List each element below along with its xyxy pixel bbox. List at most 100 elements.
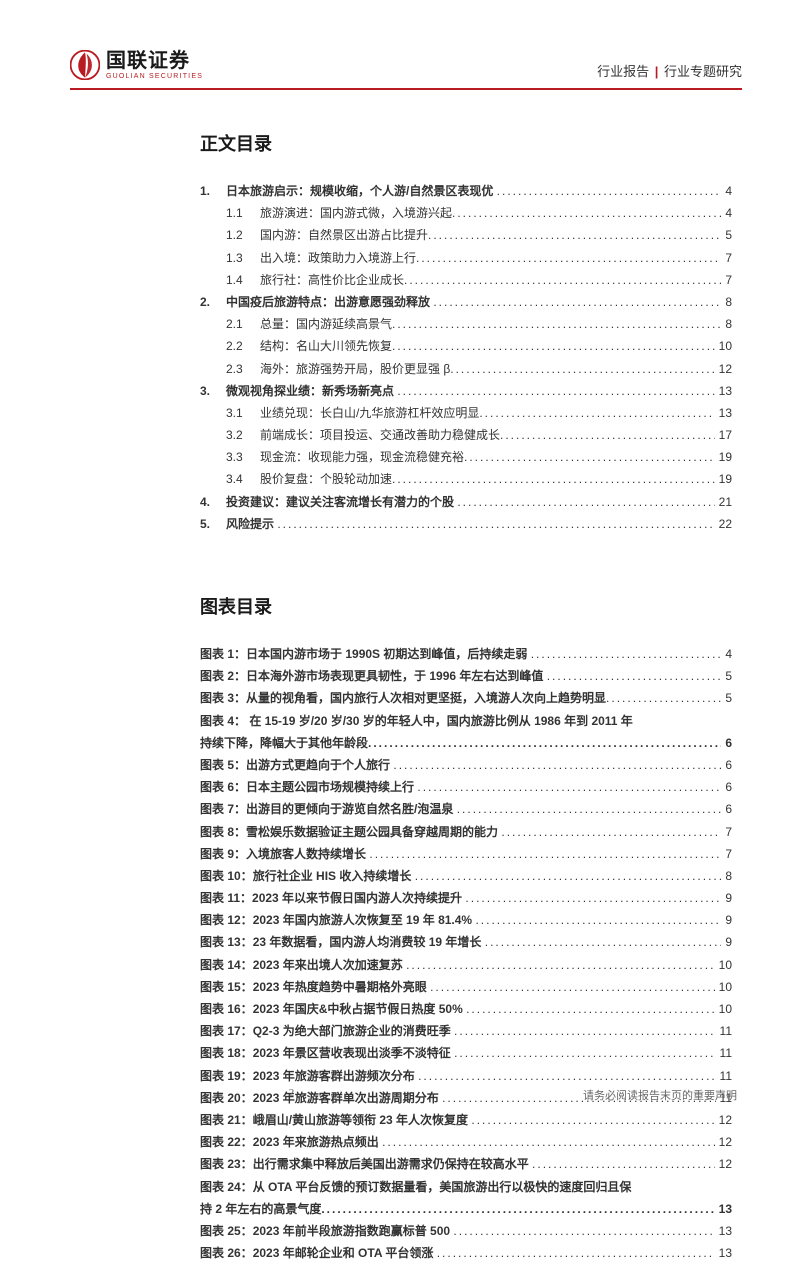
figures-heading: 图表目录 (200, 593, 732, 619)
page-header: 国联证券 GUOLIAN SECURITIES 行业报告 | 行业专题研究 (70, 50, 742, 90)
figure-lead: 图表 3： (200, 687, 246, 709)
toc-leader (497, 180, 722, 202)
figure-leader (430, 976, 715, 998)
page-footer: 2 请务必阅读报告末页的重要声明 (0, 1087, 802, 1103)
toc-number: 1. (200, 180, 226, 202)
figure-leader (531, 643, 722, 665)
figure-row: 图表 8：雪松娱乐数据验证主题公园具备穿越周期的能力 7 (200, 821, 732, 843)
figure-lead: 图表 17： (200, 1020, 253, 1042)
figure-label: 出游方式更趋向于个人旅行 (246, 754, 393, 776)
figure-label: 2023 年旅游客群出游频次分布 (253, 1065, 418, 1087)
toc-number: 2.1 (226, 313, 260, 335)
figure-lead: 图表 10： (200, 865, 253, 887)
figure-row: 图表 21：峨眉山/黄山旅游等领衔 23 年人次恢复度 12 (200, 1109, 732, 1131)
toc-number: 1.1 (226, 202, 260, 224)
figure-label: 2023 年国庆&中秋占据节假日热度 50% (253, 998, 466, 1020)
figure-page: 5 (721, 687, 732, 709)
figure-row: 图表 15：2023 年热度趋势中暑期格外亮眼 10 (200, 976, 732, 998)
brand-text: 国联证券 GUOLIAN SECURITIES (106, 51, 203, 80)
figure-lead: 图表 16： (200, 998, 253, 1020)
toc-number: 2. (200, 291, 226, 313)
figure-lead: 图表 9： (200, 843, 246, 865)
brand-name-cn: 国联证券 (106, 51, 203, 71)
figure-line1: 图表 24：从 OTA 平台反馈的预订数据量看，美国旅游出行以极快的速度回归且保 (200, 1176, 732, 1198)
figure-label: 2023 年国内旅游人次恢复至 19 年 81.4% (253, 909, 476, 931)
toc-page: 19 (715, 446, 732, 468)
figure-leader (454, 1020, 715, 1042)
header-subcategory: 行业专题研究 (664, 64, 742, 79)
figure-row: 图表 19：2023 年旅游客群出游频次分布 11 (200, 1065, 732, 1087)
figure-page: 10 (715, 976, 732, 998)
figure-label: 雪松娱乐数据验证主题公园具备穿越周期的能力 (246, 821, 501, 843)
figure-row: 图表 14：2023 年来出境人次加速复苏 10 (200, 954, 732, 976)
toc-page: 13 (715, 380, 732, 402)
figure-row: 图表 18：2023 年景区营收表现出淡季不淡特征 11 (200, 1042, 732, 1064)
toc-number: 3.2 (226, 424, 260, 446)
page-root: 国联证券 GUOLIAN SECURITIES 行业报告 | 行业专题研究 正文… (0, 0, 802, 1133)
toc-page: 19 (715, 468, 732, 490)
figure-leader (457, 798, 722, 820)
figure-label: 2023 年来出境人次加速复苏 (253, 954, 406, 976)
toc-row: 3.1业绩兑现：长白山/九华旅游杠杆效应明显13 (200, 402, 732, 424)
header-meta: 行业报告 | 行业专题研究 (597, 61, 742, 80)
section-gap (200, 535, 732, 587)
brand-logo-mark (70, 50, 100, 80)
figure-row: 图表 2：日本海外游市场表现更具韧性，于 1996 年左右达到峰值 5 (200, 665, 732, 687)
figure-page: 6 (721, 732, 732, 754)
figure-label: 2023 年景区营收表现出淡季不淡特征 (253, 1042, 454, 1064)
toc-leader (397, 380, 714, 402)
figure-page: 13 (715, 1220, 732, 1242)
toc-number: 2.3 (226, 358, 260, 380)
figure-line1: 图表 4： 在 15-19 岁/20 岁/30 岁的年轻人中，国内旅游比例从 1… (200, 710, 732, 732)
figure-lead: 图表 23： (200, 1153, 253, 1175)
toc-number: 3. (200, 380, 226, 402)
figure-leader (454, 1042, 715, 1064)
figure-page: 6 (721, 776, 732, 798)
figure-lead: 图表 13： (200, 931, 253, 953)
figure-row: 图表 26：2023 年邮轮企业和 OTA 平台领涨 13 (200, 1242, 732, 1264)
toc-page: 13 (715, 402, 732, 424)
toc-page: 8 (721, 291, 732, 313)
figure-lead: 图表 6： (200, 776, 246, 798)
figure-lead: 图表 4： (200, 714, 246, 728)
figure-page: 11 (716, 1042, 732, 1064)
figure-leader (532, 1153, 715, 1175)
figure-leader (437, 1242, 715, 1264)
figure-page: 8 (721, 865, 732, 887)
toc-label: 微观视角探业绩：新秀场新亮点 (226, 380, 397, 402)
figure-page: 13 (715, 1242, 732, 1264)
figure-page: 9 (721, 887, 732, 909)
figure-label: 在 15-19 岁/20 岁/30 岁的年轻人中，国内旅游比例从 1986 年到… (246, 714, 633, 728)
figure-lead: 图表 18： (200, 1042, 253, 1064)
figure-page: 7 (721, 843, 732, 865)
figure-label: 2023 年热度趋势中暑期格外亮眼 (253, 976, 430, 998)
figure-leader (485, 931, 722, 953)
figure-leader (606, 687, 721, 709)
figure-lead: 图表 11： (200, 887, 252, 909)
figure-label: 出游目的更倾向于游览自然名胜/泡温泉 (246, 798, 457, 820)
figure-label: 出行需求集中释放后美国出游需求仍保持在较高水平 (253, 1153, 532, 1175)
figure-label: 23 年数据看，国内游人均消费较 19 年增长 (253, 931, 485, 953)
figure-page: 6 (721, 754, 732, 776)
figure-leader (321, 1198, 714, 1220)
toc-row: 3.4股价复盘：个股轮动加速 19 (200, 468, 732, 490)
table-of-contents: 1.日本旅游启示：规模收缩，个人游/自然景区表现优 41.1旅游演进：国内游式微… (200, 180, 732, 535)
toc-number: 5. (200, 513, 226, 535)
header-separator: | (655, 64, 659, 79)
toc-page: 10 (715, 335, 732, 357)
toc-number: 3.4 (226, 468, 260, 490)
figure-row: 图表 9：入境旅客人数持续增长 7 (200, 843, 732, 865)
toc-label: 风险提示 (226, 513, 277, 535)
toc-number: 1.4 (226, 269, 260, 291)
toc-leader (479, 402, 714, 424)
toc-label: 1.4旅行社：高性价比企业成长 (226, 269, 404, 291)
figure-leader (418, 1065, 715, 1087)
figure-row: 图表 25：2023 年前半段旅游指数跑赢标普 500 13 (200, 1220, 732, 1242)
toc-page: 5 (721, 224, 732, 246)
toc-row: 2.3海外：旅游强势开局，股价更显强 β12 (200, 358, 732, 380)
toc-label: 3.4股价复盘：个股轮动加速 (226, 468, 392, 490)
figure-leader (465, 887, 721, 909)
figure-lead: 图表 25： (200, 1220, 253, 1242)
figure-row: 图表 13：23 年数据看，国内游人均消费较 19 年增长 9 (200, 931, 732, 953)
toc-label: 3.2前端成长：项目投运、交通改善助力稳健成长 (226, 424, 500, 446)
